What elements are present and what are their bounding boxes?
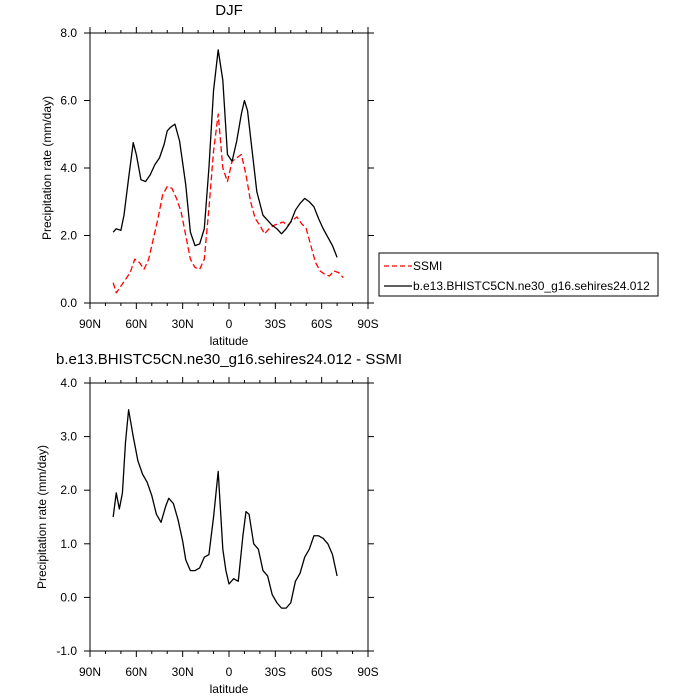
legend: SSMI b.e13.BHISTC5CN.ne30_g16.sehires24.… — [378, 252, 659, 297]
bottom-chart-y-tick-label: -1.0 — [56, 644, 77, 658]
bottom-chart-y-axis-label: Precipitation rate (mm/day) — [35, 445, 49, 589]
top-chart-x-axis-label: latitude — [210, 334, 249, 348]
top-chart-x-axis: 90N 60N 30N 0 30S 60S 90S — [79, 27, 379, 331]
top-chart-series-ssmi-line — [112, 113, 344, 294]
top-chart-y-tick-label: 2.0 — [60, 229, 77, 243]
bottom-chart-x-tick-label: 0 — [226, 665, 233, 679]
bottom-chart-y-axis: -1.0 0.0 1.0 2.0 3.0 4.0 — [56, 376, 374, 658]
bottom-chart-y-tick-label: 4.0 — [60, 376, 77, 390]
bottom-chart-x-tick-label: 90N — [79, 665, 101, 679]
legend-box — [378, 252, 659, 297]
top-chart-series-b-e13-bhistc5cn-ne30-g16-sehires24-012-line — [112, 49, 338, 258]
bottom-chart-x-axis-label: latitude — [210, 682, 249, 696]
top-chart-panel: DJF 0.02.04.06.08.0 90N 60N 30N 0 30S 60S 90S … — [40, 2, 659, 348]
bottom-chart-series-difference-line — [112, 409, 338, 609]
bottom-chart-y-tick-label: 1.0 — [60, 537, 77, 551]
bottom-chart-y-tick-label: 0.0 — [60, 590, 77, 604]
bottom-chart-x-tick-label: 60N — [125, 665, 147, 679]
top-chart-x-tick-label: 0 — [226, 317, 233, 331]
top-chart-x-tick-label: 60S — [311, 317, 332, 331]
legend-label-model: b.e13.BHISTC5CN.ne30_g16.sehires24.012 — [413, 279, 650, 293]
bottom-chart-series — [112, 409, 338, 609]
bottom-chart-title: b.e13.BHISTC5CN.ne30_g16.sehires24.012 -… — [56, 351, 402, 368]
top-chart-y-tick-label: 8.0 — [60, 26, 77, 40]
bottom-chart-x-tick-label: 30S — [265, 665, 286, 679]
top-chart-x-tick-label: 90N — [79, 317, 101, 331]
bottom-chart-x-tick-label: 60S — [311, 665, 332, 679]
top-chart-x-tick-label: 90S — [357, 317, 378, 331]
bottom-chart-x-tick-label: 30N — [172, 665, 194, 679]
top-chart-y-tick-label: 6.0 — [60, 94, 77, 108]
bottom-chart-panel: b.e13.BHISTC5CN.ne30_g16.sehires24.012 -… — [35, 351, 402, 696]
top-chart-plot-frame — [89, 32, 369, 304]
bottom-chart-y-tick-label: 3.0 — [60, 430, 77, 444]
top-chart-y-axis-label: Precipitation rate (mm/day) — [40, 96, 54, 240]
top-chart-y-tick-label: 4.0 — [60, 161, 77, 175]
bottom-chart-x-axis: 90N 60N 30N 0 30S 60S 90S — [79, 377, 379, 679]
top-chart-x-tick-label: 60N — [125, 317, 147, 331]
legend-label-ssmi: SSMI — [413, 259, 442, 273]
bottom-chart-x-tick-label: 90S — [357, 665, 378, 679]
top-chart-x-tick-label: 30N — [172, 317, 194, 331]
top-chart-y-tick-label: 0.0 — [60, 296, 77, 310]
top-chart-title: DJF — [215, 2, 243, 19]
bottom-chart-plot-frame — [89, 382, 369, 652]
top-chart-y-axis: 0.0 2.0 4.0 6.0 8.0 — [60, 26, 374, 310]
top-chart-series — [112, 49, 344, 294]
bottom-chart-y-tick-label: 2.0 — [60, 483, 77, 497]
top-chart-x-tick-label: 30S — [265, 317, 286, 331]
